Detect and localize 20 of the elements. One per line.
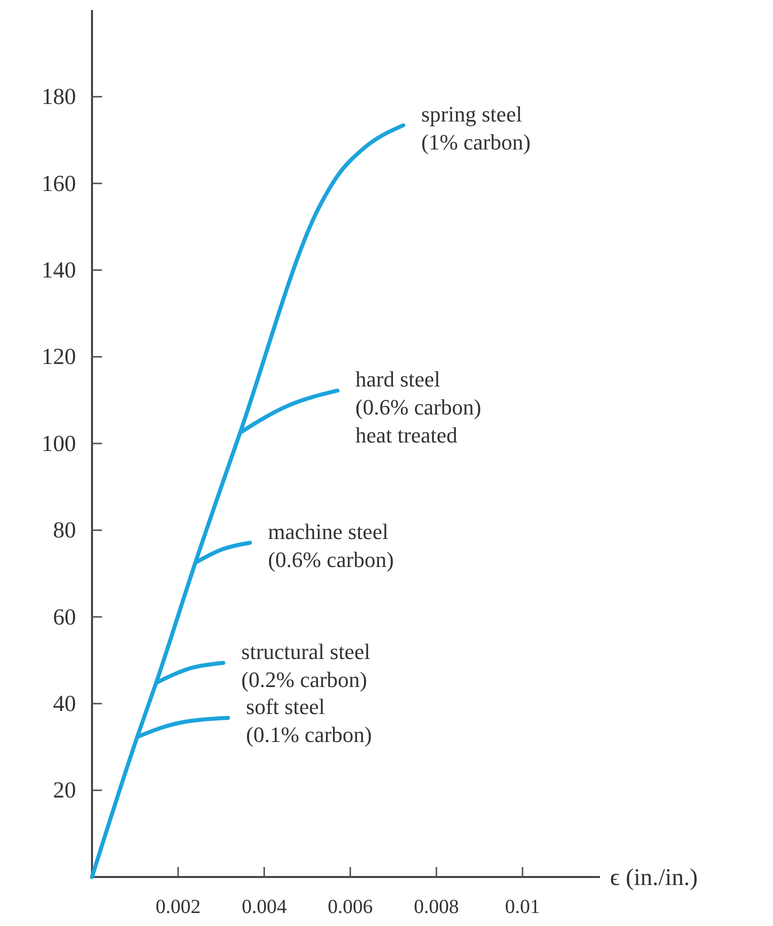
annotation: hard steel (0.6% carbon) heat treated [355,366,482,448]
annotation: soft steel (0.1% carbon) [246,694,372,747]
y-tick-label: 180 [42,84,76,110]
x-axis-title: ϵ (in./in.) [610,865,698,891]
x-tick-label: 0.002 [156,896,201,918]
annotation: spring steel (1% carbon) [421,101,531,154]
x-tick-label: 0.004 [242,896,287,918]
x-tick-label: 0.01 [505,896,540,918]
y-tick-label: 140 [42,257,76,282]
annotation: structural steel (0.2% carbon) [241,638,370,692]
y-tick-label: 60 [53,604,76,630]
y-tick-label: 120 [42,344,76,370]
y-tick-label: 80 [53,518,76,543]
annotation: machine steel (0.6% carbon) [268,518,394,572]
x-tick-label: 0.006 [328,896,373,918]
y-tick-label: 20 [53,778,76,803]
y-tick-label: 160 [42,170,76,196]
y-tick-label: 100 [42,430,76,456]
x-tick-label: 0.008 [414,896,459,918]
y-tick-label: 40 [53,690,76,716]
